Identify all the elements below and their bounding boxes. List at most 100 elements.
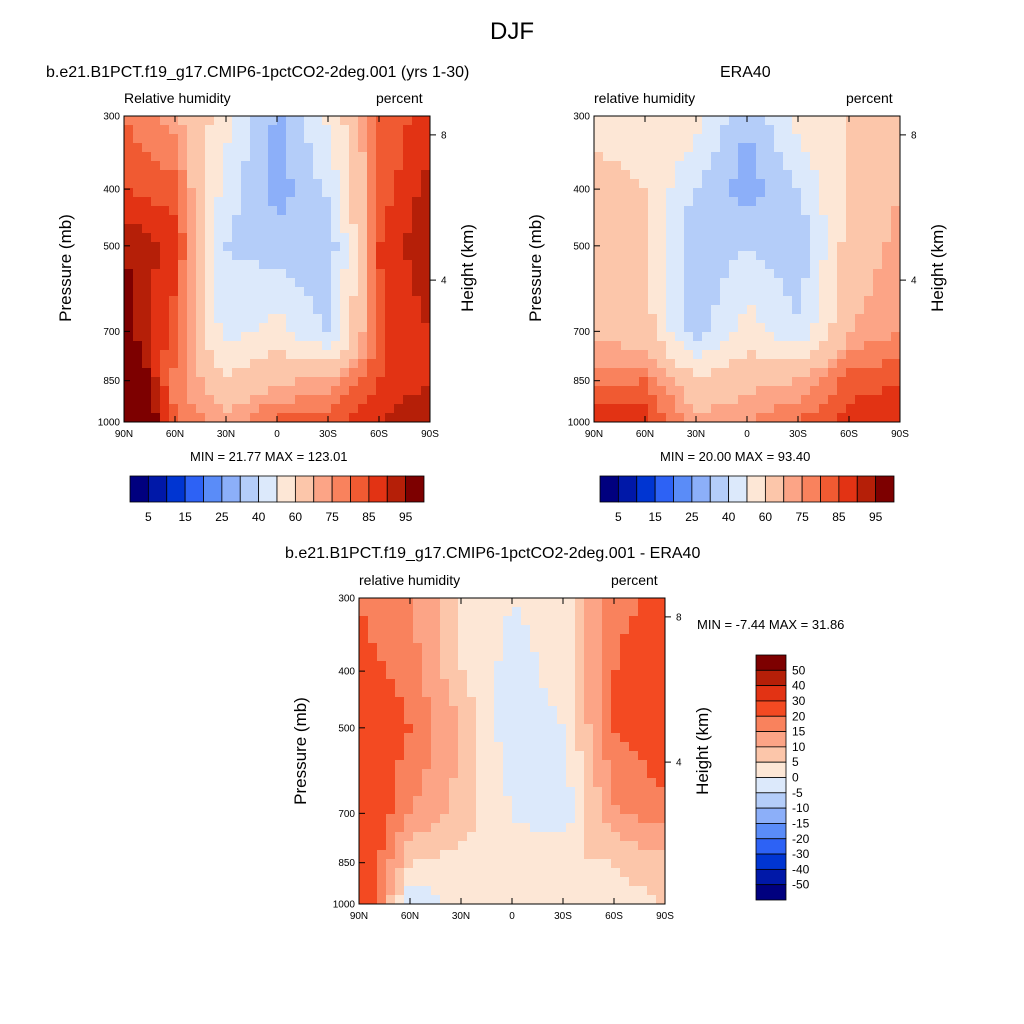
diff-contour-cell [431,814,441,824]
diff-contour-cell [440,679,450,689]
diff-contour-cell [521,598,531,608]
obs-contour-cell [774,170,784,180]
diff-contour-cell [413,841,423,851]
model-contour-cell [385,242,395,252]
model-contour-cell [151,134,161,144]
obs-contour-cell [738,296,748,306]
model-contour-cell [232,116,242,126]
model-contour-cell [403,251,413,261]
diff-contour-cell [584,859,594,869]
obs-contour-cell [783,368,793,378]
obs-contour-cell [675,269,685,279]
obs-contour-cell [684,359,694,369]
model-contour-cell [151,188,161,198]
diff-contour-cell [584,733,594,743]
model-contour-cell [322,224,332,234]
obs-contour-cell [774,377,784,387]
diff-contour-cell [431,841,441,851]
obs-contour-cell [729,395,739,405]
model-contour-cell [187,188,197,198]
obs-contour-cell [891,359,900,369]
obs-contour-cell [882,260,892,270]
obs-contour-cell [774,269,784,279]
model-contour-cell [331,287,341,297]
diff-contour-cell [386,886,396,896]
model-contour-cell [286,359,296,369]
diff-contour-cell [485,877,495,887]
model-contour-cell [394,287,404,297]
model-contour-cell [394,377,404,387]
model-contour-cell [304,368,314,378]
diff-contour-cell [440,832,450,842]
model-contour-cell [142,260,152,270]
obs-contour-cell [711,143,721,153]
model-contour-cell [178,224,188,234]
diff-contour-cell [584,877,594,887]
obs-contour-cell [765,395,775,405]
diff-contour-cell [593,625,603,635]
obs-contour-cell [621,206,631,216]
model-contour-cell [169,305,179,315]
obs-contour-cell [729,287,739,297]
obs-colorbar-box [820,475,840,503]
model-contour-cell [178,269,188,279]
obs-contour-cell [774,287,784,297]
obs-contour-cell [873,206,883,216]
diff-contour-cell [368,715,378,725]
obs-contour-cell [882,116,892,126]
diff-contour-cell [656,868,665,878]
obs-contour-cell [819,368,829,378]
obs-contour-cell [720,368,730,378]
diff-contour-cell [530,832,540,842]
diff-contour-cell [476,616,486,626]
obs-contour-cell [639,377,649,387]
diff-pressure-tick-label: 700 [338,809,355,820]
diff-contour-cell [431,760,441,770]
model-contour-cell [331,278,341,288]
model-contour-cell [196,206,206,216]
obs-contour-cell [864,323,874,333]
obs-contour-cell [783,233,793,243]
diff-contour-cell [656,598,665,608]
obs-contour-cell [666,332,676,342]
model-contour-cell [214,305,224,315]
model-contour-cell [124,242,134,252]
model-contour-cell [259,197,269,207]
obs-contour-cell [873,404,883,414]
obs-contour-cell [720,359,730,369]
diff-contour-cell [557,895,567,904]
model-contour-cell [313,350,323,360]
diff-contour-cell [539,643,549,653]
diff-contour-cell [404,886,414,896]
model-contour-cell [412,323,422,333]
obs-contour-cell [603,359,613,369]
model-contour-cell [412,278,422,288]
diff-contour-cell [395,760,405,770]
diff-contour-cell [629,859,639,869]
diff-contour-cell [422,769,432,779]
diff-contour-cell [386,778,396,788]
diff-contour-cell [638,607,648,617]
model-contour-cell [394,314,404,324]
model-contour-cell [403,368,413,378]
model-contour-cell [277,314,287,324]
diff-contour-cell [503,787,513,797]
diff-contour-cell [449,661,459,671]
model-contour-cell [349,377,359,387]
diff-contour-cell [593,877,603,887]
obs-contour-cell [603,170,613,180]
obs-contour-cell [819,188,829,198]
model-contour-cell [259,332,269,342]
model-contour-cell [268,386,278,396]
obs-contour-cell [648,305,658,315]
obs-contour-cell [828,287,838,297]
obs-contour-cell [774,125,784,135]
model-contour-cell [313,260,323,270]
diff-contour-cell [566,751,576,761]
obs-contour-cell [675,170,685,180]
diff-contour-cell [539,877,549,887]
diff-contour-cell [656,607,665,617]
diff-contour-cell [386,634,396,644]
obs-contour-cell [675,242,685,252]
model-contour-cell [241,296,251,306]
